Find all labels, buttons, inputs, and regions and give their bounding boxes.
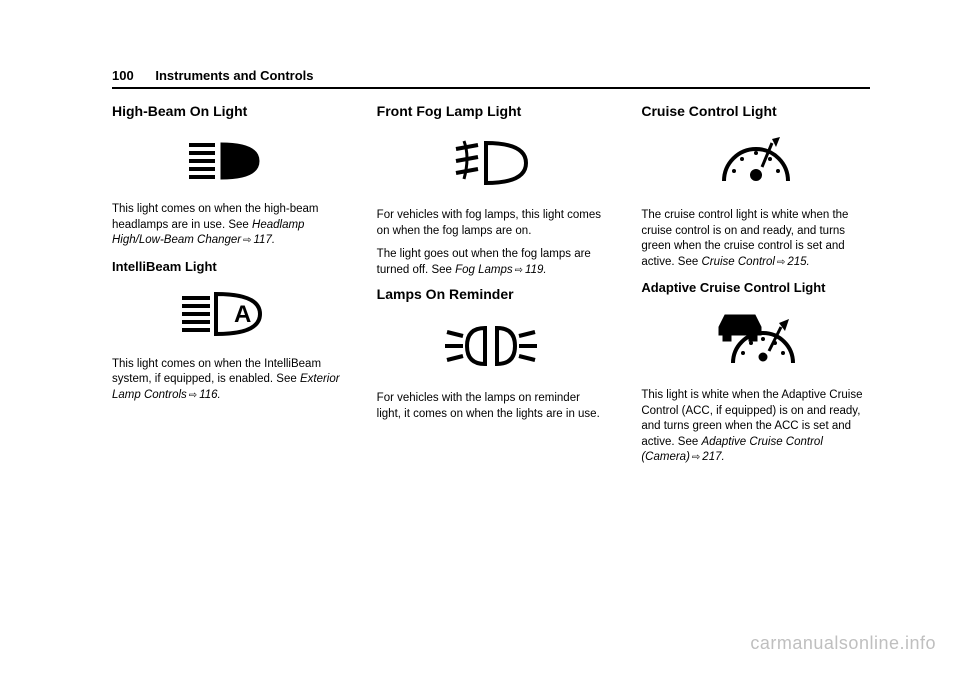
high-beam-desc: This light comes on when the high-beam h… (112, 202, 341, 249)
high-beam-title: High-Beam On Light (112, 103, 341, 119)
fog-lamp-p1: For vehicles with fog lamps, this light … (377, 208, 606, 239)
svg-text:A: A (234, 301, 251, 328)
intellibeam-desc: This light comes on when the IntelliBeam… (112, 357, 341, 404)
cruise-title: Cruise Control Light (641, 103, 870, 119)
chapter-title: Instruments and Controls (155, 68, 313, 83)
cruise-desc: The cruise control light is white when t… (641, 208, 870, 270)
fog-lamp-icon (377, 135, 606, 194)
column-2: Front Fog Lamp Light For vehicles with f… (377, 101, 606, 474)
fog-lamp-title: Front Fog Lamp Light (377, 103, 606, 119)
page-number: 100 (112, 68, 134, 83)
lamps-on-p1: For vehicles with the lamps on reminder … (377, 391, 606, 422)
intellibeam-icon: A (112, 286, 341, 343)
lamps-on-title: Lamps On Reminder (377, 286, 606, 302)
column-1: High-Beam On Light This light comes on w… (112, 101, 341, 474)
watermark: carmanualsonline.info (750, 633, 936, 654)
intellibeam-title: IntelliBeam Light (112, 259, 341, 274)
lamps-on-icon (377, 318, 606, 377)
page-header: 100 Instruments and Controls (112, 68, 870, 89)
acc-title: Adaptive Cruise Control Light (641, 280, 870, 295)
high-beam-icon (112, 135, 341, 188)
acc-desc: This light is white when the Adaptive Cr… (641, 388, 870, 466)
acc-icon (641, 307, 870, 374)
fog-lamp-p2: The light goes out when the fog lamps ar… (377, 247, 606, 278)
cruise-icon (641, 135, 870, 194)
column-3: Cruise Control Light (641, 101, 870, 474)
